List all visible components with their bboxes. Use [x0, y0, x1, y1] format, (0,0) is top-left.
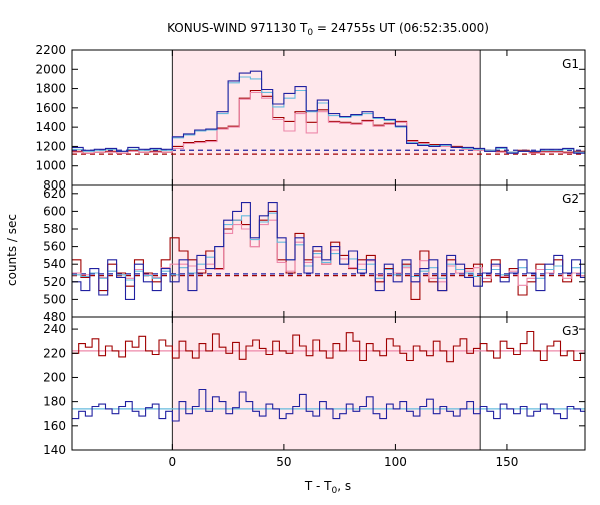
series-blue-line — [72, 202, 585, 300]
panel-g3: 240 220 200 180 160 140 G3 — [43, 317, 585, 457]
y-tick-label: 160 — [43, 419, 66, 433]
y-tick-label: 2000 — [35, 62, 66, 76]
y-tick-label: 600 — [43, 204, 66, 218]
y-tick-label: 1400 — [35, 120, 66, 134]
series-blue-line — [72, 70, 585, 154]
panel-label-g2: G2 — [562, 192, 579, 206]
x-tick-label: 100 — [384, 455, 407, 469]
x-tick-label: 150 — [495, 455, 518, 469]
y-tick-label: 240 — [43, 322, 66, 336]
panel-data — [72, 202, 585, 300]
series-red-line — [72, 330, 585, 363]
panel-frame — [71, 316, 586, 451]
chart-title: KONUS-WIND 971130 T0 = 24755s UT (06:52:… — [167, 21, 489, 38]
x-tick-label: 0 — [169, 455, 177, 469]
panel-g2: 620 600 580 560 540 520 500 480 G2 — [43, 185, 585, 324]
y-tick-label: 520 — [43, 275, 66, 289]
x-tick-label: 50 — [276, 455, 291, 469]
frame-layer: 0 50 100 150 — [71, 49, 586, 469]
panel-label-g3: G3 — [562, 324, 579, 338]
y-tick-label: 1600 — [35, 101, 66, 115]
y-tick-label: 180 — [43, 395, 66, 409]
y-tick-label: 500 — [43, 292, 66, 306]
panel-data — [72, 330, 585, 422]
y-tick-label: 1200 — [35, 139, 66, 153]
y-tick-label: 1800 — [35, 82, 66, 96]
panel-data — [72, 70, 585, 155]
x-axis-label: T - T0, s — [304, 479, 351, 496]
y-tick-label: 560 — [43, 240, 66, 254]
panels-layer: 2200 2000 1800 1600 1400 1200 1000 800 G1 620 600 5… — [35, 43, 585, 457]
y-tick-label: 200 — [43, 370, 66, 384]
y-tick-label: 480 — [43, 310, 66, 324]
panel-g1: 2200 2000 1800 1600 1400 1200 1000 800 G1 — [35, 43, 585, 192]
series-blue-line — [72, 388, 585, 422]
y-tick-label: 540 — [43, 257, 66, 271]
y-tick-label: 580 — [43, 222, 66, 236]
y-tick-label: 2200 — [35, 43, 66, 57]
y-tick-label: 800 — [43, 178, 66, 192]
y-axis-label: counts / sec — [5, 214, 19, 286]
panel-label-g1: G1 — [562, 57, 579, 71]
y-tick-label: 220 — [43, 346, 66, 360]
y-tick-label: 1000 — [35, 159, 66, 173]
y-tick-label: 140 — [43, 443, 66, 457]
y-tick-label: 620 — [43, 187, 66, 201]
